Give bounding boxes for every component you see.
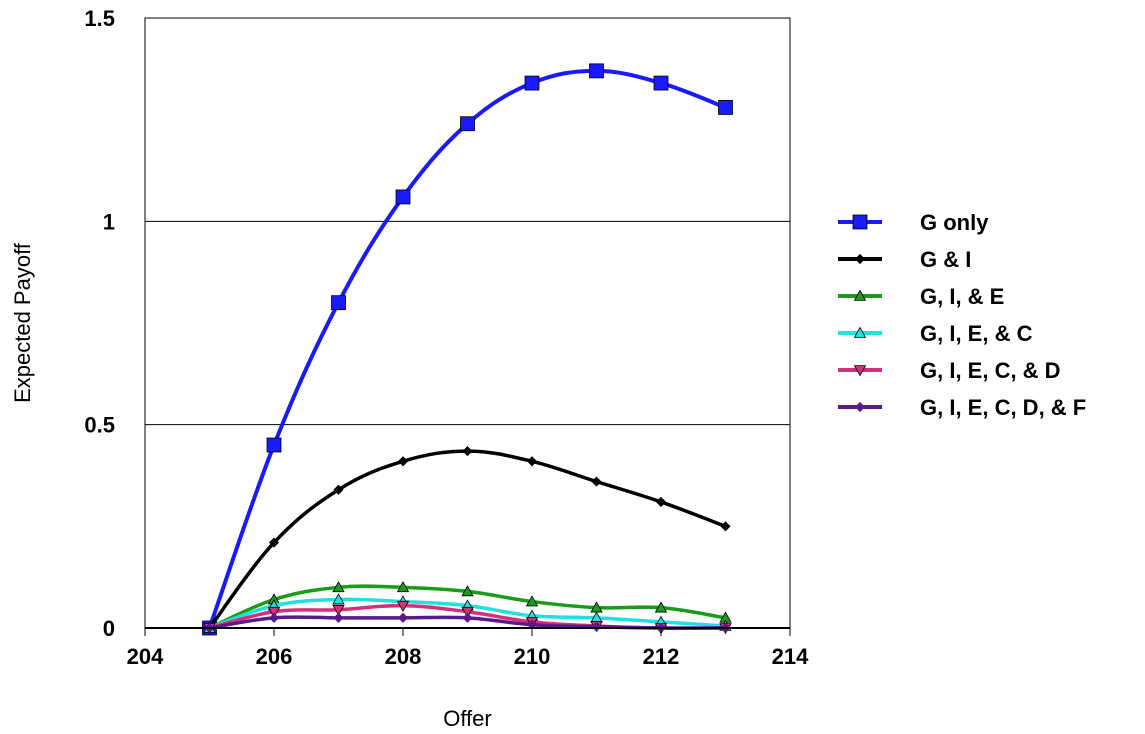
data-point [397, 612, 409, 623]
data-point [591, 476, 602, 487]
data-point [525, 595, 539, 607]
legend-item: G & I [838, 247, 971, 272]
data-point [462, 446, 473, 457]
data-point [524, 75, 540, 91]
data-point [462, 612, 473, 623]
legend-label: G, I, E, C, & D [920, 358, 1061, 383]
legend-label: G, I, E, C, D, & F [920, 395, 1086, 420]
data-point [655, 496, 667, 507]
x-tick-label: 214 [772, 644, 809, 669]
y-tick-label: 1.5 [84, 6, 115, 31]
data-point [333, 484, 344, 495]
legend-marker [854, 401, 866, 413]
y-tick-label: 0 [103, 616, 115, 641]
data-point [333, 612, 344, 623]
data-point [460, 116, 475, 132]
legend: G only G & I G, I, & E G, I, E, & C G, I, E,… [838, 210, 1086, 420]
axes [144, 18, 790, 629]
legend-marker [852, 214, 868, 230]
data-point [653, 75, 669, 91]
series-1 [202, 63, 733, 636]
data-point [267, 606, 281, 619]
legend-item: G, I, E, C, D, & F [838, 395, 1086, 420]
x-tick-label: 210 [514, 644, 551, 669]
gridlines [145, 220, 790, 426]
data-point [718, 100, 733, 115]
x-tick-label: 206 [256, 644, 293, 669]
legend-item: G, I, & E [838, 284, 1004, 309]
data-point [268, 537, 280, 548]
legend-item: G, I, E, & C [838, 321, 1033, 346]
y-tick-label: 1 [103, 209, 115, 234]
x-tick-label: 212 [643, 644, 680, 669]
data-point [461, 606, 474, 619]
legend-label: G, I, & E [920, 284, 1004, 309]
data-point [396, 581, 410, 593]
legend-label: G only [920, 210, 989, 235]
data-point [332, 593, 345, 605]
data-point [654, 601, 668, 613]
data-point [591, 621, 602, 632]
x-tick-label: 208 [385, 644, 422, 669]
data-point [332, 581, 345, 593]
data-point [461, 585, 474, 597]
data-point [589, 63, 604, 79]
x-tick-label: 204 [127, 644, 164, 669]
y-axis-label: Expected Payoff [10, 242, 35, 403]
data-point [268, 612, 280, 623]
data-point [266, 437, 282, 453]
y-tick-label: 0.5 [84, 413, 115, 438]
data-point [331, 295, 346, 311]
legend-label: G & I [920, 247, 971, 272]
legend-marker [854, 253, 866, 265]
data-point [397, 456, 409, 467]
data-point [395, 189, 411, 205]
legend-marker [853, 326, 867, 338]
legend-marker [853, 289, 867, 301]
data-point [720, 521, 731, 532]
tick-labels: 204 206 208 210 212 214 0 0.5 1 1.5 [84, 6, 809, 669]
legend-item: G only [838, 210, 989, 235]
x-axis-label: Offer [443, 706, 492, 731]
data-point [332, 604, 345, 617]
legend-label: G, I, E, & C [920, 321, 1033, 346]
data-point [526, 456, 538, 467]
legend-marker [853, 365, 867, 377]
data-point [396, 600, 410, 612]
legend-item: G, I, E, C, & D [838, 358, 1061, 383]
